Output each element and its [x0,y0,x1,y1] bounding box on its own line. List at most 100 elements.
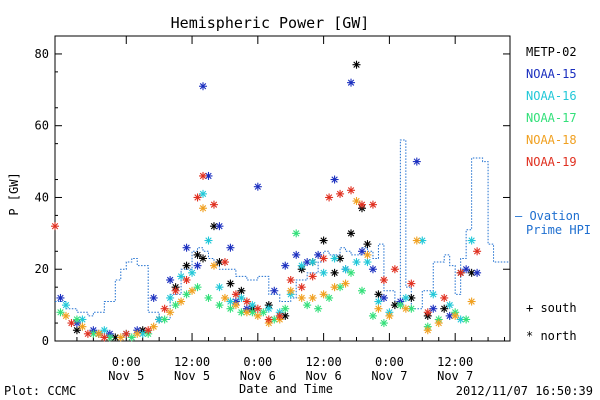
data-point [242,297,251,306]
data-point [352,60,361,69]
data-point [319,236,328,245]
data-point [199,254,208,263]
data-point [462,265,471,274]
data-point [319,290,328,299]
data-point [231,301,240,310]
data-point [160,315,169,324]
data-point [100,326,109,335]
data-point [51,222,59,231]
ovation-prime-hpi-line [55,139,510,320]
data-point [347,229,356,238]
data-point [199,82,208,91]
data-point [149,293,158,302]
data-point [336,283,345,292]
x-tick-label-time: 0:00 [375,355,404,369]
data-point [385,311,394,320]
x-tick-label-date: Nov 6 [306,369,342,383]
data-point [357,286,366,295]
data-point [177,297,186,306]
data-point [379,319,388,328]
data-point [374,297,383,306]
data-point [473,247,482,256]
legend-entry-noaa-19: NOAA-19 [526,155,577,169]
y-tick-label: 20 [35,262,49,276]
data-point [368,200,377,209]
data-point [116,333,125,342]
data-point [231,290,240,299]
plot-frame [54,35,511,342]
data-point [253,311,262,320]
data-point [467,297,476,306]
data-point [423,308,432,317]
x-tick-label-date: Nov 6 [240,369,276,383]
data-point [297,293,306,302]
data-point [374,304,383,313]
data-point [226,279,235,288]
data-point [314,250,323,259]
series-metp-02 [72,60,476,342]
x-tick-label-time: 0:00 [112,355,141,369]
marker-legend: + south * north [526,301,577,343]
y-tick-label: 40 [35,190,49,204]
data-point [407,279,416,288]
marker-legend-north: * north [526,329,577,343]
data-point [264,315,273,324]
data-point [215,222,224,231]
data-point [204,293,213,302]
data-point [286,276,295,284]
data-point [61,311,70,320]
data-point [127,333,136,342]
data-point [434,319,443,328]
data-point [330,283,339,292]
data-point [303,301,312,310]
x-tick-label-time: 12:00 [437,355,473,369]
data-point [347,78,356,87]
data-point [363,250,372,259]
data-point [297,261,306,270]
data-point [352,258,361,267]
y-tick-label: 60 [35,119,49,133]
x-tick-label-time: 12:00 [174,355,210,369]
y-tick-label: 80 [35,47,49,61]
data-point [275,311,284,320]
data-point [61,301,70,310]
series-noaa-17 [56,229,471,342]
data-point [166,293,175,302]
data-point [193,283,202,292]
chart-title: Hemispheric Power [GW] [171,14,370,32]
data-point [440,293,449,302]
data-point [319,254,328,263]
data-point [330,254,339,263]
data-point [368,265,377,274]
data-points [51,60,482,342]
data-point [193,261,202,270]
x-tick-label-date: Nov 5 [108,369,144,383]
data-point [423,326,432,335]
data-point [308,272,317,281]
data-point [379,293,388,302]
legend-entry-noaa-18: NOAA-18 [526,133,577,147]
data-point [166,276,175,284]
data-point [78,322,87,331]
footer-plot-credit: Plot: CCMC [4,384,76,398]
data-point [237,308,246,317]
legend-entry-noaa-15: NOAA-15 [526,67,577,81]
data-point [248,301,257,310]
footer-timestamp: 2012/11/07 16:50:39 [456,384,593,398]
data-point [363,258,372,267]
data-point [297,283,306,292]
data-point [100,333,109,342]
data-point [133,329,142,338]
x-tick-label-date: Nov 7 [371,369,407,383]
data-point [270,286,279,295]
data-point [253,182,262,191]
data-point [253,304,262,313]
data-point [67,319,76,328]
marker-legend-south: + south [526,301,577,315]
data-point [259,308,268,317]
data-point [445,301,454,310]
data-point [204,236,213,245]
data-point [199,171,208,180]
